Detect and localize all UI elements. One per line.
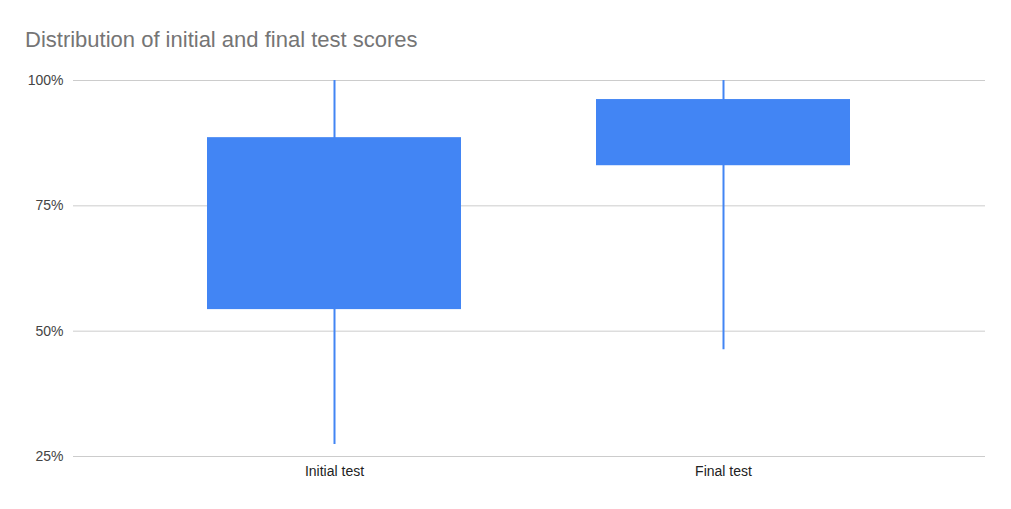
svg-text:75%: 75%: [35, 197, 63, 213]
svg-text:Initial test: Initial test: [305, 463, 364, 479]
svg-text:50%: 50%: [35, 323, 63, 339]
html-text:Distribution of initial and fi: Distribution of initial and final test s…: [25, 27, 418, 52]
svg-text:25%: 25%: [35, 448, 63, 464]
svg-text:Final test: Final test: [695, 463, 752, 479]
svg-text:100%: 100%: [28, 72, 64, 88]
